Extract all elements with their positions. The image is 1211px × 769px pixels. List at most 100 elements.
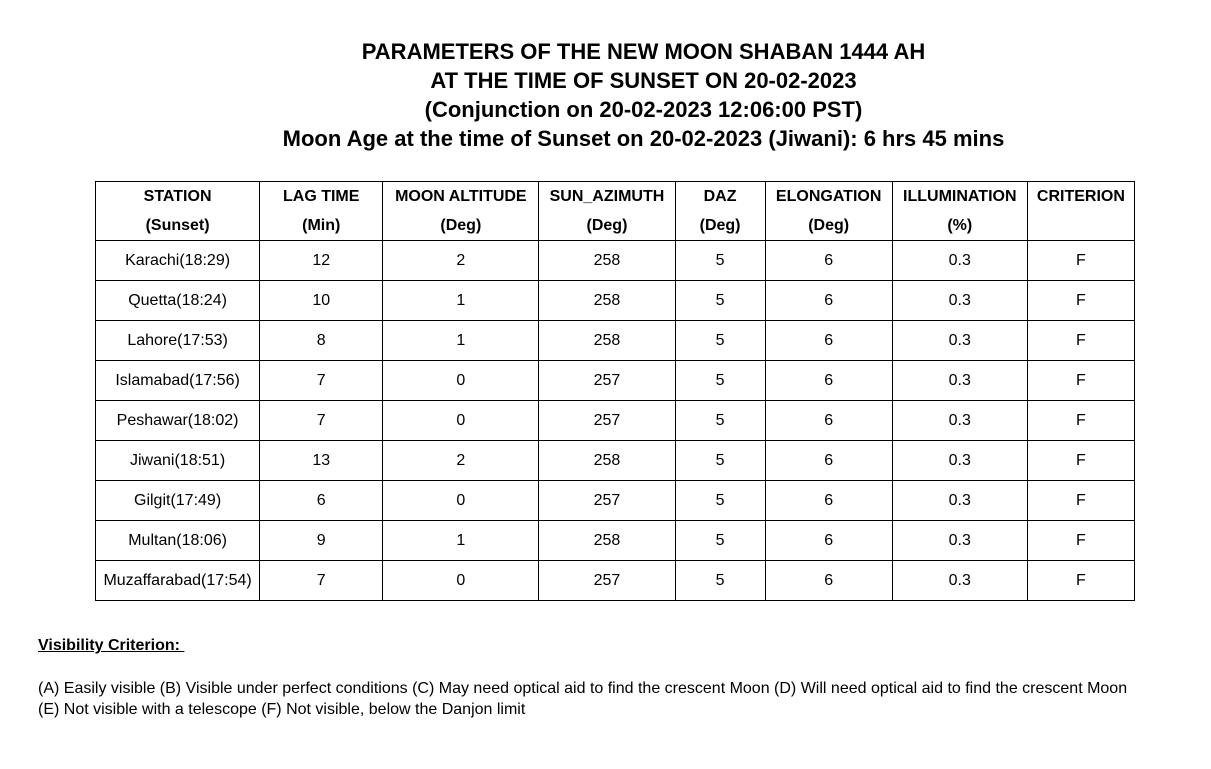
daz-cell: 5 <box>674 560 766 601</box>
criterion-cell: F <box>1026 320 1136 361</box>
station-cell: Multan(18:06) <box>94 520 261 561</box>
criterion-cell: F <box>1026 440 1136 481</box>
header-illumination-label: ILLUMINATION <box>903 188 1017 205</box>
moon-altitude-cell: 2 <box>382 240 540 281</box>
station-cell: Muzaffarabad(17:54) <box>94 560 261 601</box>
moon-altitude-cell: 0 <box>382 360 540 401</box>
criterion-cell: F <box>1026 360 1136 401</box>
daz-cell: 5 <box>674 360 766 401</box>
header-station: STATION (Sunset) <box>94 181 261 241</box>
header-elongation: ELONGATION (Deg) <box>764 181 893 241</box>
station-cell: Quetta(18:24) <box>94 280 261 321</box>
header-lag-time-label: LAG TIME <box>282 188 360 205</box>
header-daz: DAZ (Deg) <box>674 181 766 241</box>
lag-time-cell: 10 <box>259 280 384 321</box>
lag-time-cell: 6 <box>259 480 384 521</box>
header-daz-unit: (Deg) <box>699 217 741 234</box>
header-station-unit: (Sunset) <box>145 217 210 234</box>
criterion-cell: F <box>1026 480 1136 521</box>
lag-time-cell: 7 <box>259 400 384 441</box>
moon-altitude-cell: 2 <box>382 440 540 481</box>
header-elongation-unit: (Deg) <box>808 217 850 234</box>
daz-cell: 5 <box>674 280 766 321</box>
header-station-label: STATION <box>143 188 212 205</box>
illumination-cell: 0.3 <box>891 480 1028 521</box>
moon-parameters-table: STATION (Sunset) LAG TIME (Min) MOON ALTIT… <box>94 181 1136 601</box>
illumination-cell: 0.3 <box>891 440 1028 481</box>
illumination-cell: 0.3 <box>891 560 1028 601</box>
header-lag-time-unit: (Min) <box>302 217 341 234</box>
header-illumination: ILLUMINATION (%) <box>891 181 1028 241</box>
criterion-cell: F <box>1026 240 1136 281</box>
elongation-cell: 6 <box>764 480 893 521</box>
header-sun-azimuth-label: SUN_AZIMUTH <box>549 188 665 205</box>
sun-azimuth-cell: 257 <box>538 400 676 441</box>
elongation-cell: 6 <box>764 240 893 281</box>
header-criterion-label: CRITERION <box>1036 188 1125 205</box>
header-moon-altitude: MOON ALTITUDE (Deg) <box>382 181 540 241</box>
moon-altitude-cell: 0 <box>382 400 540 441</box>
lag-time-cell: 13 <box>259 440 384 481</box>
criterion-cell: F <box>1026 520 1136 561</box>
elongation-cell: 6 <box>764 440 893 481</box>
lag-time-cell: 8 <box>259 320 384 361</box>
document-title: PARAMETERS OF THE NEW MOON SHABAN 1444 A… <box>0 37 1211 153</box>
criterion-cell: F <box>1026 400 1136 441</box>
daz-cell: 5 <box>674 400 766 441</box>
header-moon-altitude-unit: (Deg) <box>440 217 482 234</box>
header-elongation-label: ELONGATION <box>775 188 882 205</box>
illumination-cell: 0.3 <box>891 240 1028 281</box>
header-daz-label: DAZ <box>703 188 737 205</box>
moon-altitude-cell: 0 <box>382 480 540 521</box>
moon-altitude-cell: 1 <box>382 520 540 561</box>
elongation-cell: 6 <box>764 560 893 601</box>
station-cell: Islamabad(17:56) <box>94 360 261 401</box>
title-line-1: PARAMETERS OF THE NEW MOON SHABAN 1444 A… <box>361 39 926 64</box>
moon-altitude-cell: 1 <box>382 280 540 321</box>
station-cell: Gilgit(17:49) <box>94 480 261 521</box>
table-row: Karachi(18:29) 12 2 258 5 6 0.3 F <box>94 240 1136 281</box>
station-cell: Peshawar(18:02) <box>94 400 261 441</box>
sun-azimuth-cell: 257 <box>538 360 676 401</box>
sun-azimuth-cell: 258 <box>538 520 676 561</box>
table-row: Multan(18:06) 9 1 258 5 6 0.3 F <box>94 520 1136 561</box>
illumination-cell: 0.3 <box>891 320 1028 361</box>
sun-azimuth-cell: 257 <box>538 480 676 521</box>
elongation-cell: 6 <box>764 280 893 321</box>
elongation-cell: 6 <box>764 360 893 401</box>
table-row: Lahore(17:53) 8 1 258 5 6 0.3 F <box>94 320 1136 361</box>
table-row: Quetta(18:24) 10 1 258 5 6 0.3 F <box>94 280 1136 321</box>
header-sun-azimuth-unit: (Deg) <box>586 217 628 234</box>
daz-cell: 5 <box>674 440 766 481</box>
title-line-2: AT THE TIME OF SUNSET ON 20-02-2023 <box>430 68 857 93</box>
daz-cell: 5 <box>674 240 766 281</box>
elongation-cell: 6 <box>764 400 893 441</box>
sun-azimuth-cell: 257 <box>538 560 676 601</box>
illumination-cell: 0.3 <box>891 280 1028 321</box>
table-header-row: STATION (Sunset) LAG TIME (Min) MOON ALTIT… <box>94 181 1136 241</box>
lag-time-cell: 12 <box>259 240 384 281</box>
station-cell: Jiwani(18:51) <box>94 440 261 481</box>
daz-cell: 5 <box>674 320 766 361</box>
sun-azimuth-cell: 258 <box>538 320 676 361</box>
elongation-cell: 6 <box>764 520 893 561</box>
elongation-cell: 6 <box>764 320 893 361</box>
title-line-3: (Conjunction on 20-02-2023 12:06:00 PST) <box>424 97 863 122</box>
daz-cell: 5 <box>674 520 766 561</box>
title-line-4: Moon Age at the time of Sunset on 20-02-… <box>282 126 1005 151</box>
header-criterion: CRITERION <box>1026 181 1136 241</box>
table-row: Jiwani(18:51) 13 2 258 5 6 0.3 F <box>94 440 1136 481</box>
table-row: Muzaffarabad(17:54) 7 0 257 5 6 0.3 F <box>94 560 1136 601</box>
moon-altitude-cell: 0 <box>382 560 540 601</box>
station-cell: Karachi(18:29) <box>94 240 261 281</box>
moon-altitude-cell: 1 <box>382 320 540 361</box>
lag-time-cell: 7 <box>259 360 384 401</box>
header-illumination-unit: (%) <box>947 217 973 234</box>
lag-time-cell: 9 <box>259 520 384 561</box>
daz-cell: 5 <box>674 480 766 521</box>
header-moon-altitude-label: MOON ALTITUDE <box>395 188 527 205</box>
sun-azimuth-cell: 258 <box>538 280 676 321</box>
sun-azimuth-cell: 258 <box>538 440 676 481</box>
station-cell: Lahore(17:53) <box>94 320 261 361</box>
header-criterion-unit <box>1028 211 1134 240</box>
